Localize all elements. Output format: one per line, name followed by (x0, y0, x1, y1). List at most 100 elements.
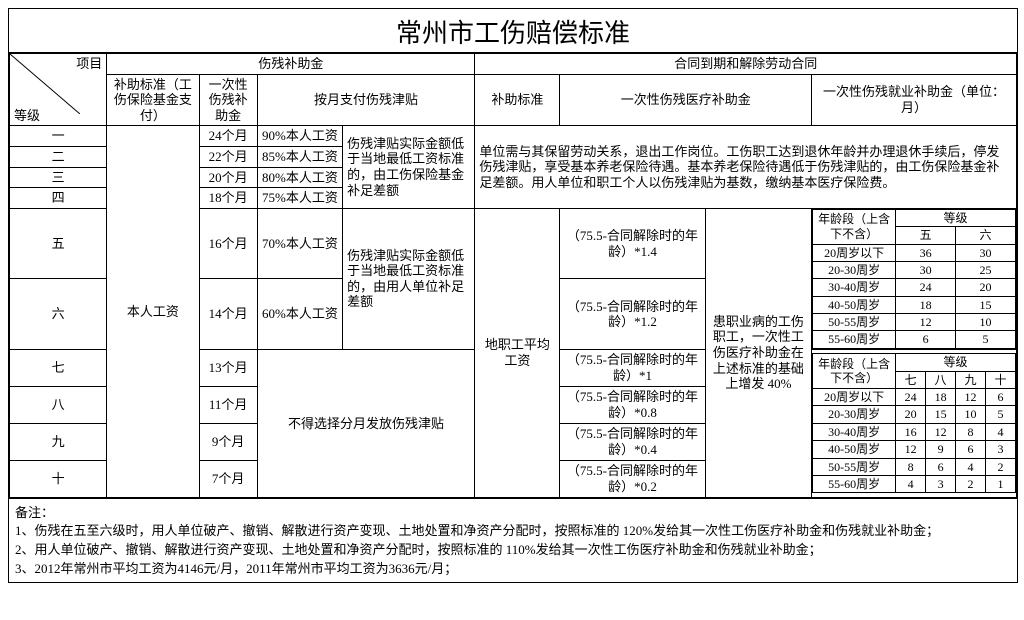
page-title: 常州市工伤赔偿标准 (9, 9, 1017, 53)
st1-r2-v0: 24 (896, 279, 956, 296)
grade-7: 七 (10, 349, 107, 386)
grade-4: 四 (10, 188, 107, 209)
st1-age-hdr: 年龄段（上含下不含） (813, 209, 896, 244)
notes: 备注： 1、伤残在五至六级时，用人单位破产、撤销、解散进行资产变现、土地处置和净… (9, 498, 1017, 582)
notes-2: 2、用人单位破产、撤销、解散进行资产变现、土地处置和净资产分配时，按照标准的 1… (15, 541, 1011, 559)
months-g3: 20个月 (199, 167, 257, 188)
st2-r3-age: 40-50周岁 (813, 441, 896, 458)
st1-r4-age: 50-55周岁 (813, 314, 896, 331)
st1-r1-v0: 30 (896, 261, 956, 278)
st1-grade-hdr: 等级 (896, 209, 1016, 226)
std-base: 本人工资 (107, 126, 199, 498)
st1-r2-age: 30-40周岁 (813, 279, 896, 296)
retain-note: 单位需与其保留劳动关系，退出工作岗位。工伤职工达到退休年龄并办理退休手续后，停发… (475, 126, 1017, 208)
st2-r1-v3: 5 (986, 406, 1016, 423)
st2-age-hdr: 年龄段（上含下不含） (813, 354, 896, 389)
header-sub1a: 补助标准（工伤保险基金支付） (107, 74, 199, 126)
st2-r3-v1: 9 (926, 441, 956, 458)
grade-8: 八 (10, 386, 107, 423)
grade-5: 五 (10, 208, 107, 279)
subtable-56: 年龄段（上含下不含） 等级 五 六 20周岁以下3630 20-30周岁3025… (812, 209, 1016, 349)
st1-r4-v0: 12 (896, 314, 956, 331)
months-g8: 11个月 (199, 386, 257, 423)
grade-1: 一 (10, 126, 107, 147)
grade-3: 三 (10, 167, 107, 188)
occ-note: 患职业病的工伤职工，一次性工伤医疗补助金在上述标准的基础上增发 40% (705, 208, 812, 497)
page-container: 常州市工伤赔偿标准 等级 项目 伤残补助金 合同到期和解除劳动合同 补助标准（工… (8, 8, 1018, 583)
corner-cell: 等级 项目 (10, 54, 107, 126)
st1-r0-v0: 36 (896, 244, 956, 261)
st2-r1-v2: 10 (956, 406, 986, 423)
st1-r3-v1: 15 (956, 296, 1016, 313)
percent-g2: 85%本人工资 (257, 146, 342, 167)
corner-row-label: 等级 (14, 108, 40, 124)
st2-r0-age: 20周岁以下 (813, 389, 896, 406)
no-monthly: 不得选择分月发放伤残津贴 (257, 349, 475, 497)
months-g2: 22个月 (199, 146, 257, 167)
formula-g5: （75.5-合同解除时的年龄）*1.4 (560, 208, 705, 279)
st2-r2-v1: 12 (926, 423, 956, 440)
months-g1: 24个月 (199, 126, 257, 147)
st1-r1-v1: 25 (956, 261, 1016, 278)
st1-r5-age: 55-60周岁 (813, 331, 896, 348)
st2-r4-v3: 2 (986, 458, 1016, 475)
st2-r2-v3: 4 (986, 423, 1016, 440)
st1-r3-v0: 18 (896, 296, 956, 313)
diff-note-2: 伤残津贴实际金额低于当地最低工资标准的，由用人单位补足差额 (343, 208, 475, 349)
st2-r5-v3: 1 (986, 476, 1016, 493)
st1-r0-age: 20周岁以下 (813, 244, 896, 261)
st2-r5-v2: 2 (956, 476, 986, 493)
corner-col-label: 项目 (76, 56, 102, 72)
header-group1: 伤残补助金 (107, 54, 475, 75)
header-sub2a: 补助标准 (475, 74, 560, 126)
months-g4: 18个月 (199, 188, 257, 209)
st2-r4-v0: 8 (896, 458, 926, 475)
header-sub1b: 一次性伤残补助金 (199, 74, 257, 126)
st2-r2-v2: 8 (956, 423, 986, 440)
grade-10: 十 (10, 460, 107, 497)
st2-r5-v0: 4 (896, 476, 926, 493)
st1-r5-v0: 6 (896, 331, 956, 348)
st2-r4-v2: 4 (956, 458, 986, 475)
st1-r5-v1: 5 (956, 331, 1016, 348)
st2-r1-v0: 20 (896, 406, 926, 423)
percent-g3: 80%本人工资 (257, 167, 342, 188)
st2-r0-v1: 18 (926, 389, 956, 406)
percent-g5: 70%本人工资 (257, 208, 342, 279)
st1-col-0: 五 (896, 227, 956, 244)
st1-r2-v1: 20 (956, 279, 1016, 296)
formula-g8: （75.5-合同解除时的年龄）*0.8 (560, 386, 705, 423)
st2-r0-v0: 24 (896, 389, 926, 406)
st2-r0-v2: 12 (956, 389, 986, 406)
formula-g6: （75.5-合同解除时的年龄）*1.2 (560, 279, 705, 350)
header-sub1c: 按月支付伤残津贴 (257, 74, 475, 126)
diff-note-1: 伤残津贴实际金额低于当地最低工资标准的，由工伤保险基金补足差额 (343, 126, 475, 208)
months-g7: 13个月 (199, 349, 257, 386)
formula-g10: （75.5-合同解除时的年龄）*0.2 (560, 460, 705, 497)
formula-g7: （75.5-合同解除时的年龄）*1 (560, 349, 705, 386)
st2-r3-v2: 6 (956, 441, 986, 458)
st2-r4-age: 50-55周岁 (813, 458, 896, 475)
subtable-56-cell: 年龄段（上含下不含） 等级 五 六 20周岁以下3630 20-30周岁3025… (812, 208, 1017, 349)
st1-r3-age: 40-50周岁 (813, 296, 896, 313)
subtable-7890: 年龄段（上含下不含） 等级 七 八 九 十 20周岁以下2418126 20-3… (812, 353, 1016, 493)
notes-1: 1、伤残在五至六级时，用人单位破产、撤销、解散进行资产变现、土地处置和净资产分配… (15, 522, 1011, 540)
header-sub2b: 一次性伤残医疗补助金 (560, 74, 812, 126)
main-table: 等级 项目 伤残补助金 合同到期和解除劳动合同 补助标准（工伤保险基金支付） 一… (9, 53, 1017, 498)
months-g9: 9个月 (199, 423, 257, 460)
formula-g9: （75.5-合同解除时的年龄）*0.4 (560, 423, 705, 460)
notes-3: 3、2012年常州市平均工资为4146元/月，2011年常州市平均工资为3636… (15, 560, 1011, 578)
percent-g4: 75%本人工资 (257, 188, 342, 209)
st2-col-1: 八 (926, 371, 956, 388)
st1-r0-v1: 30 (956, 244, 1016, 261)
header-group2: 合同到期和解除劳动合同 (475, 54, 1017, 75)
header-sub2c: 一次性伤残就业补助金（单位：月） (812, 74, 1017, 126)
st2-r4-v1: 6 (926, 458, 956, 475)
st2-r5-v1: 3 (926, 476, 956, 493)
st2-r1-age: 20-30周岁 (813, 406, 896, 423)
grade-2: 二 (10, 146, 107, 167)
months-g6: 14个月 (199, 279, 257, 350)
grade-6: 六 (10, 279, 107, 350)
st2-r0-v3: 6 (986, 389, 1016, 406)
st2-col-2: 九 (956, 371, 986, 388)
